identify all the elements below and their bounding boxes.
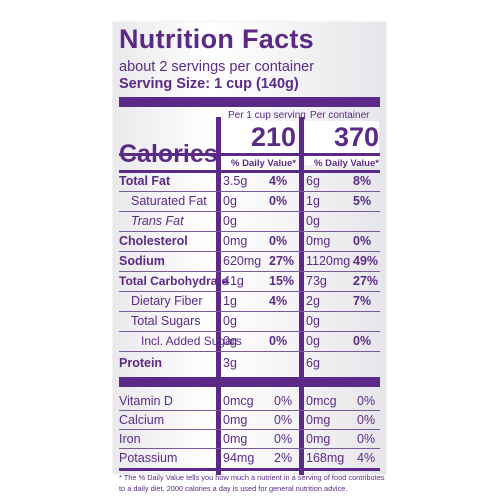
col2-percent: 0% (357, 413, 376, 427)
row-divider (119, 331, 380, 332)
row-label-total-fat: Total Fat (119, 174, 171, 188)
col2-amount: 73g (306, 274, 327, 288)
row-divider (119, 410, 380, 411)
col1-percent: 0% (269, 194, 288, 208)
col2-amount: 0g (306, 314, 320, 328)
row-divider (119, 271, 380, 272)
col1-calorie-box (222, 121, 296, 165)
row-label-iron: Iron (119, 432, 141, 446)
col2-percent: 8% (353, 174, 372, 188)
col1-amount: 41g (223, 274, 244, 288)
col1-amount: 620mg (223, 254, 262, 268)
col1-percent: 27% (269, 254, 295, 268)
col2-percent: 5% (353, 194, 372, 208)
column-divider-1 (216, 117, 221, 475)
col1-dv-header: % Daily Value* (231, 158, 296, 169)
col2-amount: 0mcg (306, 394, 337, 408)
row-divider (119, 251, 380, 252)
row-divider (119, 448, 380, 449)
col1-amount: 0mcg (223, 394, 254, 408)
calories-divider (119, 153, 380, 156)
label-title: Nutrition Facts (119, 24, 315, 54)
row-label-added-sugars: Incl. Added Sugars (141, 334, 242, 348)
row-divider (119, 311, 380, 312)
col1-percent: 0% (269, 234, 288, 248)
col2-amount: 0mg (306, 432, 331, 446)
col1-amount: 0g (223, 214, 237, 228)
thick-divider-top (119, 97, 380, 107)
col1-amount: 0g (223, 314, 237, 328)
col2-percent: 0% (353, 334, 372, 348)
col2-percent: 0% (357, 432, 376, 446)
nutrition-label-inner: Nutrition Facts about 2 servings per con… (119, 22, 380, 475)
col2-percent: 7% (353, 294, 372, 308)
col2-amount: 168mg (306, 451, 345, 465)
row-divider (119, 291, 380, 292)
col1-amount: 3.5g (223, 174, 248, 188)
col1-percent: 15% (269, 274, 295, 288)
col1-percent: 2% (274, 451, 293, 465)
column-divider-2 (299, 117, 304, 475)
row-label-potassium: Potassium (119, 451, 178, 465)
row-label-sodium: Sodium (119, 254, 165, 268)
col1-percent: 4% (269, 174, 288, 188)
col1-header: Per 1 cup serving (228, 110, 306, 121)
col2-amount: 6g (306, 356, 320, 370)
col2-amount: 0g (306, 214, 320, 228)
row-label-calcium: Calcium (119, 413, 165, 427)
col2-amount: 6g (306, 174, 320, 188)
nutrition-label: Nutrition Facts about 2 servings per con… (113, 22, 386, 475)
col2-amount: 0mg (306, 234, 331, 248)
col2-percent: 49% (353, 254, 379, 268)
col2-header: Per container (310, 110, 370, 121)
col1-amount: 0mg (223, 432, 248, 446)
col1-percent: 0% (274, 432, 293, 446)
col2-calorie-box (305, 121, 379, 165)
col1-percent: 0% (274, 394, 293, 408)
row-divider (119, 351, 380, 352)
col2-amount: 0mg (306, 413, 331, 427)
col1-amount: 0g (223, 334, 237, 348)
row-label-saturated-fat: Saturated Fat (131, 194, 207, 208)
col2-amount: 2g (306, 294, 320, 308)
row-label-vitamin-d: Vitamin D (119, 394, 173, 408)
col2-percent: 27% (353, 274, 379, 288)
col1-amount: 0g (223, 194, 237, 208)
footnote-divider (119, 468, 380, 471)
row-label-trans-fat: Trans Fat (131, 214, 184, 228)
row-divider (119, 429, 380, 430)
serving-size: Serving Size: 1 cup (140g) (119, 76, 299, 92)
col2-amount: 1120mg (306, 254, 351, 268)
col2-percent: 4% (357, 451, 376, 465)
col1-amount: 1g (223, 294, 237, 308)
thick-divider-vitamins (119, 377, 380, 387)
servings-per-container: about 2 servings per container (119, 59, 315, 75)
footnote: * The % Daily Value tells you how much a… (119, 473, 385, 493)
col2-percent: 0% (357, 394, 376, 408)
col1-amount: 94mg (223, 451, 255, 465)
col1-calories-value: 210 (250, 122, 296, 152)
col2-percent: 0% (353, 234, 372, 248)
col2-amount: 1g (306, 194, 320, 208)
col1-percent: 4% (269, 294, 288, 308)
col1-amount: 3g (223, 356, 237, 370)
col2-amount: 0g (306, 334, 320, 348)
row-divider (119, 231, 380, 232)
row-divider (119, 191, 380, 192)
col1-percent: 0% (274, 413, 293, 427)
row-label-total-sugars: Total Sugars (131, 314, 201, 328)
col2-calories-value: 370 (333, 122, 379, 152)
row-label-dietary-fiber: Dietary Fiber (131, 294, 203, 308)
row-label-cholesterol: Cholesterol (119, 234, 188, 248)
col1-amount: 0mg (223, 234, 248, 248)
col2-dv-header: % Daily Value* (314, 158, 379, 169)
col1-amount: 0mg (223, 413, 248, 427)
dv-divider (119, 170, 380, 173)
row-label-protein: Protein (119, 356, 163, 370)
col1-percent: 0% (269, 334, 288, 348)
row-divider (119, 211, 380, 212)
row-label-total-carbohydrate: Total Carbohydrate (119, 274, 229, 288)
